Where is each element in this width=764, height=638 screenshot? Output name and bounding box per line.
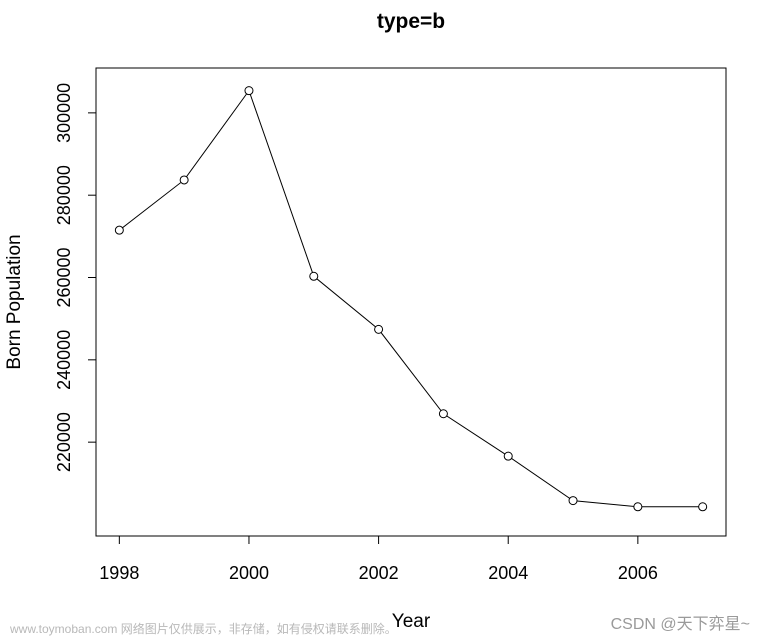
- data-point: [698, 502, 708, 512]
- data-point: [503, 451, 513, 461]
- data-point: [374, 324, 384, 334]
- x-axis: 1998 2000 2002 2004 2006: [99, 535, 658, 583]
- x-tick-label: 2002: [359, 563, 399, 583]
- data-point: [309, 271, 319, 281]
- plot-frame: [95, 67, 727, 537]
- y-tick-label: 300000: [54, 83, 74, 143]
- x-axis-label: Year: [392, 611, 431, 632]
- y-axis: 220000 240000 260000 280000 300000: [54, 83, 97, 472]
- data-point: [114, 225, 124, 235]
- data-point: [179, 175, 189, 185]
- y-tick-label: 220000: [54, 412, 74, 472]
- x-tick-label: 1998: [99, 563, 139, 583]
- y-axis-label: Born Population: [4, 234, 25, 369]
- series-line: [119, 89, 703, 508]
- watermark-right: CSDN @天下弈星~: [610, 616, 750, 633]
- data-point: [244, 86, 254, 96]
- y-tick-label: 240000: [54, 330, 74, 390]
- data-point: [438, 409, 448, 419]
- data-points: [114, 86, 708, 512]
- x-tick-label: 2004: [488, 563, 528, 583]
- y-tick-label: 260000: [54, 247, 74, 307]
- data-point: [633, 502, 643, 512]
- data-point: [568, 496, 578, 506]
- watermark-left: www.toymoban.com 网络图片仅供展示，非存储，如有侵权请联系删除。: [10, 622, 397, 636]
- chart-title: type=b: [377, 10, 445, 33]
- x-tick-label: 2000: [229, 563, 269, 583]
- x-tick-label: 2006: [618, 563, 658, 583]
- y-tick-label: 280000: [54, 165, 74, 225]
